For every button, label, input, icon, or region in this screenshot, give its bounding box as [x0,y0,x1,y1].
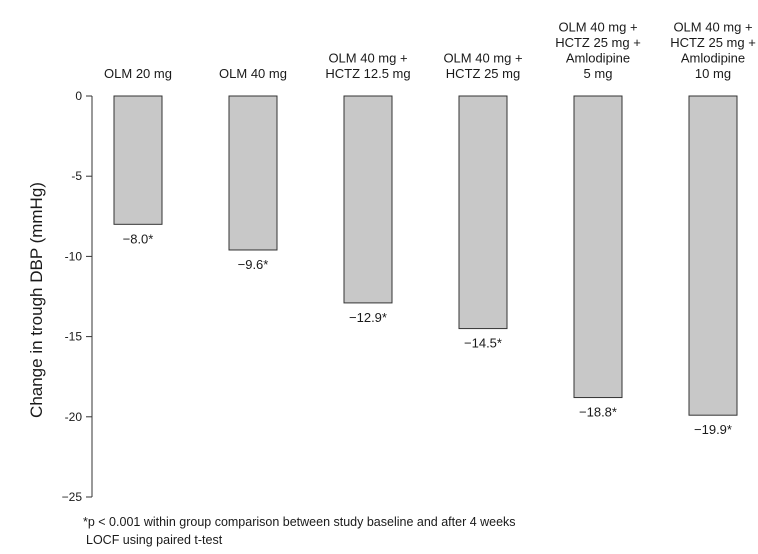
y-tick-label: -10 [65,249,83,263]
category-label: OLM 40 mg [219,66,287,81]
bar [458,95,508,330]
bar-data-label: −9.6* [238,257,269,272]
category-labels: OLM 20 mg OLM 40 mg OLM 40 mg + HCTZ 12.5 m… [104,20,756,82]
footnote-line-1: *p < 0.001 within group comparison betwe… [83,515,516,529]
bars [113,95,738,416]
bar-data-label: −18.8* [579,405,617,420]
category-label: OLM 40 mg + HCTZ 25 mg [443,51,522,82]
bar-data-label: −14.5* [464,336,502,351]
bar [688,95,738,416]
bar [228,95,278,251]
footnote-line-2: LOCF using paired t-test [86,533,223,547]
category-label: OLM 20 mg [104,66,172,81]
data-labels: −8.0* −9.6* −12.9* −14.5* −18.8* −19.9* [123,231,732,437]
category-label: OLM 40 mg + HCTZ 25 mg + Amlodipine 5 mg [555,20,641,82]
y-tick-label: -5 [71,169,82,183]
y-tick-label: -15 [65,330,83,344]
bar [573,95,623,399]
category-label: OLM 40 mg + HCTZ 12.5 mg [325,51,410,82]
y-axis: 0 -5 -10 -15 -20 −25 [62,89,93,504]
category-label: OLM 40 mg + HCTZ 25 mg + Amlodipine 10 mg [670,20,756,82]
y-tick-label: 0 [75,89,82,103]
y-tick-label: -20 [65,410,83,424]
y-tick-label: −25 [62,490,83,504]
y-axis-title: Change in trough DBP (mmHg) [27,182,46,418]
bar [113,95,163,225]
bar-data-label: −8.0* [123,231,154,246]
bar-data-label: −12.9* [349,310,387,325]
bar [343,95,393,304]
bar-data-label: −19.9* [694,422,732,437]
